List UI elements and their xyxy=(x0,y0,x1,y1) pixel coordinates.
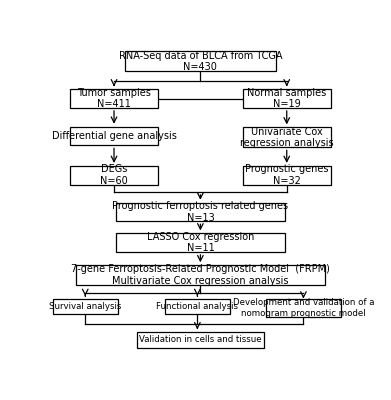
FancyBboxPatch shape xyxy=(116,233,285,252)
Text: Prognostic genes
N=32: Prognostic genes N=32 xyxy=(245,164,328,186)
FancyBboxPatch shape xyxy=(70,89,158,108)
FancyBboxPatch shape xyxy=(243,127,331,147)
Text: Normal samples
N=19: Normal samples N=19 xyxy=(247,88,326,110)
FancyBboxPatch shape xyxy=(137,332,264,348)
FancyBboxPatch shape xyxy=(165,299,230,314)
Text: DEGs
N=60: DEGs N=60 xyxy=(100,164,128,186)
Text: RNA-Seq data of BLCA from TCGA
N=430: RNA-Seq data of BLCA from TCGA N=430 xyxy=(118,50,282,72)
Text: Validation in cells and tissue: Validation in cells and tissue xyxy=(139,336,262,344)
Text: Differential gene analysis: Differential gene analysis xyxy=(52,131,176,141)
FancyBboxPatch shape xyxy=(243,166,331,184)
Text: Tumor samples
N=411: Tumor samples N=411 xyxy=(77,88,151,110)
Text: Prognostic ferroptosis related genes
N=13: Prognostic ferroptosis related genes N=1… xyxy=(112,201,289,223)
Text: Development and validation of a
nomogram prognostic model: Development and validation of a nomogram… xyxy=(233,298,374,318)
Text: Functional analysis: Functional analysis xyxy=(156,302,239,311)
FancyBboxPatch shape xyxy=(125,51,276,71)
FancyBboxPatch shape xyxy=(70,166,158,184)
FancyBboxPatch shape xyxy=(116,203,285,221)
FancyBboxPatch shape xyxy=(265,299,341,317)
Text: LASSO Cox regression
N=11: LASSO Cox regression N=11 xyxy=(147,232,254,254)
Text: 7-gene Ferroptosis-Related Prognostic Model  (FRPM)
Multivariate Cox regression : 7-gene Ferroptosis-Related Prognostic Mo… xyxy=(71,264,330,286)
FancyBboxPatch shape xyxy=(243,89,331,108)
FancyBboxPatch shape xyxy=(70,127,158,145)
Text: Survival analysis: Survival analysis xyxy=(49,302,122,311)
FancyBboxPatch shape xyxy=(53,299,118,314)
Text: Univariate Cox
regression analysis: Univariate Cox regression analysis xyxy=(240,126,334,148)
FancyBboxPatch shape xyxy=(76,265,325,285)
